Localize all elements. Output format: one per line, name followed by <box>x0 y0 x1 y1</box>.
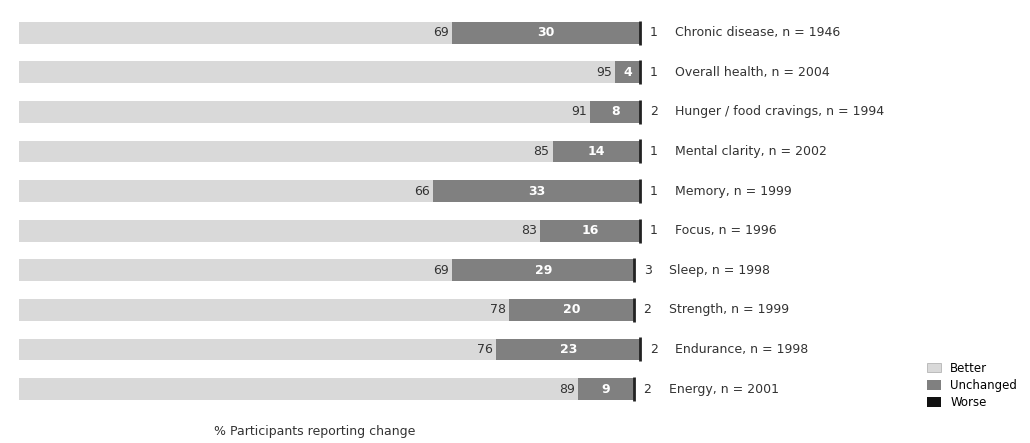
Bar <box>540 220 641 241</box>
Text: Chronic disease, n = 1946: Chronic disease, n = 1946 <box>675 26 840 39</box>
Bar <box>20 101 590 123</box>
Text: 83: 83 <box>521 224 537 237</box>
Bar <box>452 22 641 43</box>
Bar <box>20 299 509 321</box>
Bar <box>509 299 634 321</box>
Text: 9: 9 <box>602 383 610 396</box>
Text: 2: 2 <box>650 343 658 356</box>
Bar <box>20 378 578 400</box>
Text: 78: 78 <box>489 303 506 316</box>
Text: Overall health, n = 2004: Overall health, n = 2004 <box>675 66 830 79</box>
Text: 69: 69 <box>434 264 449 277</box>
Text: Focus, n = 1996: Focus, n = 1996 <box>675 224 777 237</box>
Bar <box>20 62 615 83</box>
Text: 1: 1 <box>650 145 658 158</box>
Text: 76: 76 <box>477 343 493 356</box>
Text: Endurance, n = 1998: Endurance, n = 1998 <box>675 343 809 356</box>
Text: 29: 29 <box>535 264 552 277</box>
Text: 1: 1 <box>650 66 658 79</box>
Bar <box>20 338 496 360</box>
Text: 30: 30 <box>538 26 555 39</box>
Text: 66: 66 <box>414 185 431 198</box>
Bar <box>496 338 641 360</box>
Text: 1: 1 <box>650 26 658 39</box>
Text: Memory, n = 1999: Memory, n = 1999 <box>675 185 792 198</box>
Bar <box>590 101 641 123</box>
Bar <box>615 62 641 83</box>
Text: 23: 23 <box>559 343 577 356</box>
Text: 4: 4 <box>623 66 632 79</box>
Bar <box>452 259 634 281</box>
Text: Strength, n = 1999: Strength, n = 1999 <box>668 303 789 316</box>
Text: 1: 1 <box>650 224 658 237</box>
Text: 16: 16 <box>582 224 599 237</box>
Text: 89: 89 <box>558 383 575 396</box>
Text: 20: 20 <box>562 303 580 316</box>
Text: 2: 2 <box>650 105 658 118</box>
Bar <box>20 259 452 281</box>
Text: 69: 69 <box>434 26 449 39</box>
Text: 2: 2 <box>644 383 651 396</box>
Bar <box>553 140 641 162</box>
Text: 8: 8 <box>611 105 620 118</box>
Text: 14: 14 <box>588 145 606 158</box>
Text: Sleep, n = 1998: Sleep, n = 1998 <box>668 264 769 277</box>
Bar <box>434 180 641 202</box>
Text: 2: 2 <box>644 303 651 316</box>
Bar <box>578 378 634 400</box>
Text: Energy, n = 2001: Energy, n = 2001 <box>668 383 779 396</box>
Bar <box>20 140 553 162</box>
Text: 91: 91 <box>572 105 587 118</box>
Text: 95: 95 <box>596 66 612 79</box>
Text: Mental clarity, n = 2002: Mental clarity, n = 2002 <box>675 145 827 158</box>
Text: 3: 3 <box>644 264 651 277</box>
Text: Hunger / food cravings, n = 1994: Hunger / food cravings, n = 1994 <box>675 105 884 118</box>
Bar <box>20 180 434 202</box>
Bar <box>20 22 452 43</box>
Text: % Participants reporting change: % Participants reporting change <box>213 425 415 438</box>
Text: 33: 33 <box>528 185 546 198</box>
Legend: Better, Unchanged, Worse: Better, Unchanged, Worse <box>927 361 1018 409</box>
Bar <box>20 220 540 241</box>
Text: 1: 1 <box>650 185 658 198</box>
Text: 85: 85 <box>534 145 549 158</box>
